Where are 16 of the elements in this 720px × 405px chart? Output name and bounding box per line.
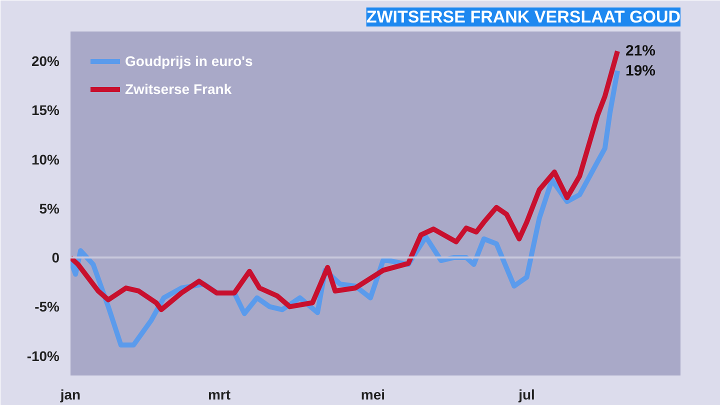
x-tick-label: jul bbox=[518, 386, 535, 402]
legend-label: Goudprijs in euro's bbox=[125, 53, 253, 69]
x-tick-label: mrt bbox=[208, 386, 231, 402]
legend-label: Zwitserse Frank bbox=[125, 81, 232, 97]
y-tick-label: 10% bbox=[31, 151, 60, 168]
y-tick-label: 0 bbox=[52, 250, 60, 266]
data-label: 21% bbox=[625, 42, 656, 60]
y-tick-label: 20% bbox=[31, 52, 60, 69]
y-tick-label: 15% bbox=[31, 102, 60, 118]
x-tick-label: mei bbox=[360, 386, 386, 402]
x-tick-label: jan bbox=[59, 386, 81, 402]
y-tick-label: -5% bbox=[34, 298, 60, 315]
y-tick-label: -10% bbox=[26, 348, 60, 364]
chart-title: ZWITSERSE FRANK VERSLAAT GOUD bbox=[366, 8, 681, 26]
data-label: 19% bbox=[625, 62, 656, 80]
y-tick-label: 5% bbox=[39, 200, 60, 216]
